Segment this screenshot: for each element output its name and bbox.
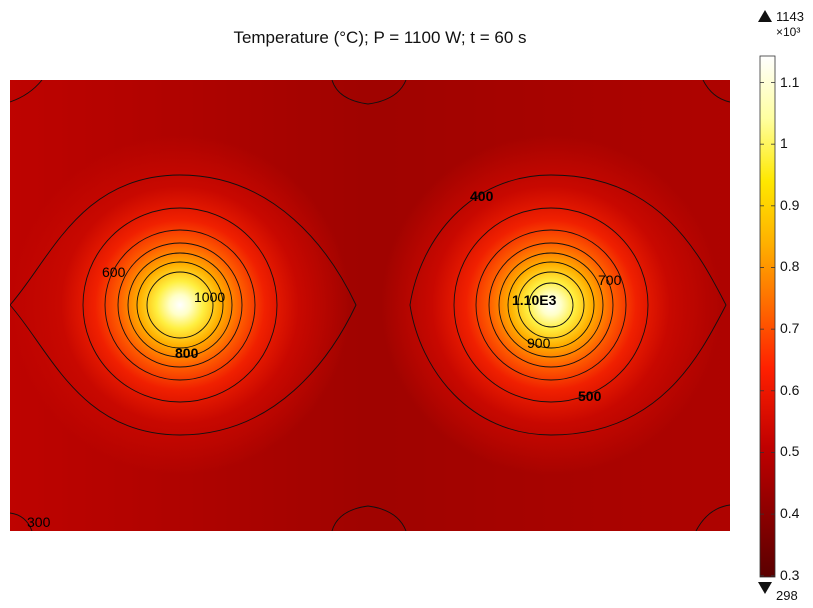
contour-label-700: 700 — [598, 272, 622, 288]
min-marker-icon — [758, 582, 772, 594]
colorbar-tick-label: 0.9 — [780, 197, 799, 213]
colorbar-tick-label: 0.5 — [780, 443, 799, 459]
contour-label-300: 300 — [27, 514, 51, 530]
colorbar-tick-label: 1 — [780, 135, 788, 151]
colorbar — [758, 10, 775, 594]
contour-label-600: 600 — [102, 264, 126, 280]
max-marker-icon — [758, 10, 772, 22]
colorbar-tick-label: 0.7 — [780, 320, 799, 336]
colorbar-tick-label: 0.6 — [780, 382, 799, 398]
colorbar-gradient — [760, 56, 775, 577]
colorbar-multiplier: ×10³ — [776, 25, 800, 39]
colorbar-tick-label: 0.8 — [780, 258, 799, 274]
contour-label-1000: 1000 — [194, 289, 225, 305]
contour-label-900: 900 — [527, 335, 551, 351]
contour-label-500: 500 — [578, 388, 602, 404]
contour-label-1100: 1.10E3 — [512, 292, 557, 308]
colorbar-tick-label: 1.1 — [780, 74, 799, 90]
plot-area: 300 400 500 600 700 800 900 1000 1.10E3 — [10, 80, 730, 531]
colorbar-tick-label: 0.4 — [780, 505, 799, 521]
hotspot-left — [10, 135, 350, 475]
colorbar-min-label: 298 — [776, 588, 798, 603]
colorbar-max-label: 1143 — [776, 9, 804, 24]
contour-label-400: 400 — [470, 188, 494, 204]
contour-label-800: 800 — [175, 345, 199, 361]
colorbar-tick-label: 0.3 — [780, 567, 799, 583]
